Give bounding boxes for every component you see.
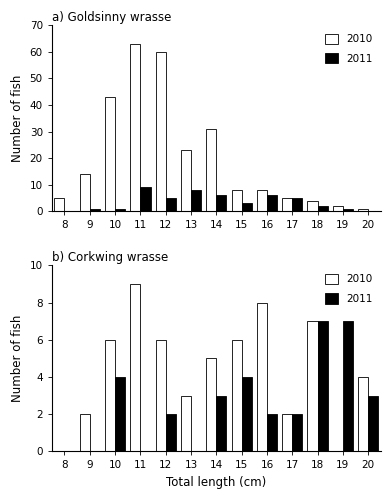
Bar [232,340,241,452]
Bar [166,198,176,211]
Bar [206,358,216,452]
Y-axis label: Number of fish: Number of fish [11,314,24,402]
Bar [206,129,216,212]
Bar [282,198,292,211]
Bar [343,208,353,212]
Bar [292,414,302,452]
Bar [241,377,252,452]
Bar [292,198,302,211]
Bar [80,414,90,452]
Legend: 2010, 2011: 2010, 2011 [322,270,376,307]
Y-axis label: Number of fish: Number of fish [11,74,24,162]
Bar [140,188,151,212]
Bar [105,97,115,212]
Bar [358,377,368,452]
Legend: 2010, 2011: 2010, 2011 [322,30,376,67]
Bar [90,208,100,212]
Bar [191,190,201,212]
Bar [368,396,378,452]
Bar [115,377,125,452]
Bar [333,206,343,212]
Bar [216,396,227,452]
Bar [105,340,115,452]
Bar [115,208,125,212]
Bar [358,208,368,212]
Bar [80,174,90,212]
Bar [257,302,267,452]
Bar [130,284,140,452]
Bar [282,414,292,452]
Bar [267,414,277,452]
Bar [232,190,241,212]
Bar [54,198,64,211]
Text: b) Corkwing wrasse: b) Corkwing wrasse [52,251,168,264]
Bar [216,196,227,212]
X-axis label: Total length (cm): Total length (cm) [166,476,267,489]
Bar [181,396,191,452]
Bar [130,44,140,211]
Bar [307,321,318,452]
Bar [241,204,252,212]
Bar [318,321,328,452]
Bar [307,200,318,211]
Bar [318,206,328,212]
Bar [181,150,191,212]
Bar [343,321,353,452]
Bar [156,52,166,212]
Bar [156,340,166,452]
Bar [267,196,277,212]
Text: a) Goldsinny wrasse: a) Goldsinny wrasse [52,11,171,24]
Bar [166,414,176,452]
Bar [257,190,267,212]
